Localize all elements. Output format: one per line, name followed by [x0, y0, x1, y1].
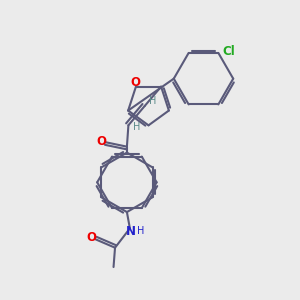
Text: Cl: Cl — [223, 45, 236, 58]
Text: H: H — [149, 96, 157, 106]
Text: H: H — [137, 226, 145, 236]
Text: O: O — [86, 231, 97, 244]
Text: O: O — [96, 135, 106, 148]
Text: N: N — [126, 226, 136, 238]
Text: O: O — [130, 76, 140, 89]
Text: H: H — [133, 122, 140, 132]
